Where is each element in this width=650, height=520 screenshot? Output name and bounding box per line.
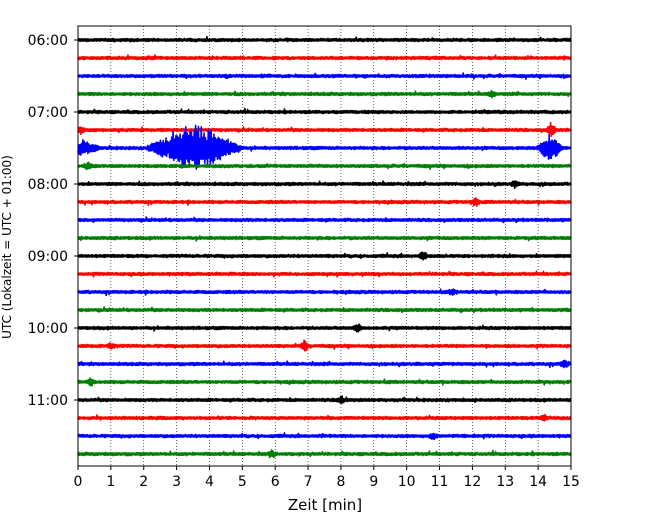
x-tick-label: 7	[304, 474, 313, 490]
y-tick-label: 06:00	[28, 33, 68, 49]
trace-0845	[77, 235, 572, 242]
trace-0930	[77, 288, 572, 297]
y-tick-label: 09:00	[28, 249, 68, 265]
trace-1000	[77, 323, 572, 333]
trace-1015	[77, 339, 572, 352]
trace-0815	[77, 197, 572, 207]
trace-0615	[77, 54, 572, 61]
trace-1145	[77, 449, 572, 459]
x-tick-label: 12	[463, 474, 481, 490]
x-tick-label: 14	[529, 474, 547, 490]
y-axis-label: UTC (Lokalzeit = UTC + 01:00)	[0, 155, 14, 339]
plot-frame	[77, 25, 572, 467]
trace-0645	[77, 90, 572, 99]
x-tick-label: 1	[106, 474, 115, 490]
trace-0600	[77, 35, 572, 43]
trace-0730	[77, 124, 572, 170]
x-tick-label: 0	[74, 474, 83, 490]
trace-1030	[77, 359, 572, 369]
y-tick-label: 07:00	[28, 105, 68, 121]
x-axis: 0 1 2 3 4 5 6 7 8 9 10 11 12 13 14 15	[74, 466, 580, 490]
x-tick-label: 9	[369, 474, 378, 490]
x-tick-label: 13	[496, 474, 514, 490]
x-tick-label: 4	[205, 474, 214, 490]
trace-0715	[77, 121, 572, 137]
x-tick-label: 6	[271, 474, 280, 490]
x-tick-label: 10	[398, 474, 416, 490]
trace-0700	[77, 107, 572, 115]
trace-0900	[77, 251, 572, 261]
trace-1045	[77, 377, 572, 387]
y-axis: 06:00 07:00 08:00 09:00 10:00 11:00	[28, 33, 78, 409]
trace-1130	[77, 432, 572, 441]
x-tick-label: 2	[139, 474, 148, 490]
trace-1115	[77, 413, 572, 422]
x-tick-label: 3	[172, 474, 181, 490]
trace-0800	[77, 180, 572, 189]
trace-1100	[77, 395, 572, 405]
trace-0915	[77, 270, 572, 278]
y-tick-label: 11:00	[28, 393, 68, 409]
x-tick-label: 5	[238, 474, 247, 490]
trace-0630	[77, 72, 572, 80]
x-tick-label: 8	[336, 474, 345, 490]
trace-0745	[77, 161, 572, 171]
trace-0945	[77, 306, 572, 314]
seismic-traces	[77, 35, 572, 459]
x-axis-label: Zeit [min]	[288, 496, 362, 514]
grid-lines	[110, 26, 539, 466]
y-tick-label: 10:00	[28, 321, 68, 337]
trace-0830	[77, 216, 572, 224]
x-tick-label: 11	[431, 474, 449, 490]
y-tick-label: 08:00	[28, 177, 68, 193]
x-tick-label: 15	[562, 474, 580, 490]
